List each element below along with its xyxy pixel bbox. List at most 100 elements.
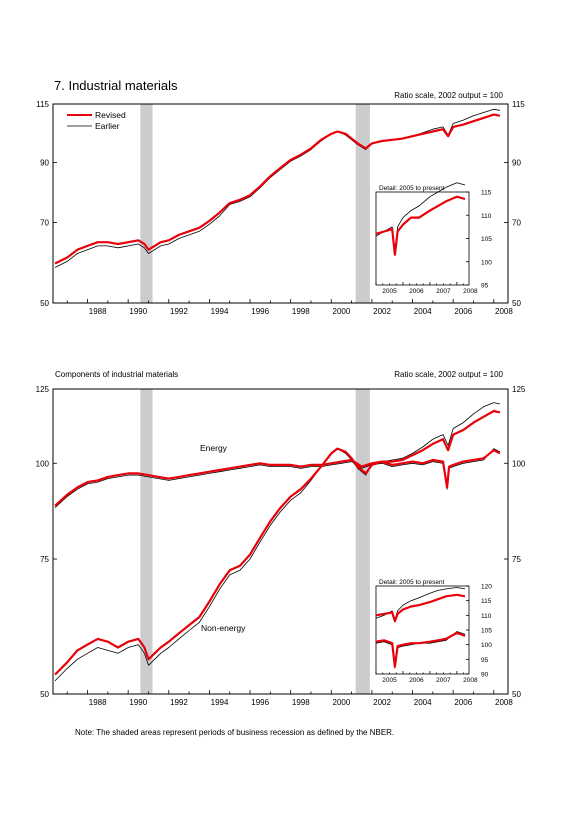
chart1-x-tick-label: 1988 [89, 307, 107, 316]
chart2-x-tick-label: 1994 [211, 698, 229, 707]
chart2-x-tick-label: 1996 [251, 698, 269, 707]
chart1-inset-x-tick-label: 2008 [463, 288, 478, 295]
chart1-inset-series [375, 182, 466, 256]
chart2-inset: Detail: 2005 to present 90 95 100 105 110 115… [375, 579, 492, 684]
chart1-y-tick-label-left: 115 [36, 100, 49, 109]
chart2-y-tick-label-right: 75 [512, 555, 521, 564]
chart2-inset-x-tick-label: 2007 [436, 677, 451, 684]
chart1-inset-y-tick-label: 105 [481, 236, 492, 243]
annotation-energy: Energy [200, 443, 228, 453]
chart1-y-tick-label-right: 115 [512, 100, 525, 109]
chart2-x-tick-label: 2002 [373, 698, 391, 707]
chart1-recession-band [140, 104, 153, 303]
chart1-inset-title: Detail: 2005 to present [379, 185, 445, 192]
chart2-x-tick-label: 2000 [333, 698, 351, 707]
chart1-series [54, 108, 501, 268]
footnote: Note: The shaded areas represent periods… [75, 728, 394, 737]
chart2-plot-frame [52, 388, 509, 695]
chart1-inset-series-earlier [375, 182, 466, 253]
chart2-inset-y-tick-label: 90 [481, 672, 489, 679]
chart2-y-tick-label-left: 75 [40, 555, 49, 564]
chart2-inset-y-tick-label: 100 [481, 642, 492, 649]
chart1-series-revised [54, 113, 501, 265]
chart1-y-tick-label-right: 70 [512, 219, 521, 228]
chart2-inset-x-tick-label: 2006 [409, 677, 424, 684]
chart1-x-tick-label: 2002 [373, 307, 391, 316]
chart2-series-non-energy-earlier [54, 402, 500, 682]
chart1-x-tick-label: 1994 [211, 307, 229, 316]
chart2-y-tick-label-left: 100 [36, 459, 50, 468]
chart1-x-tick-label: 1992 [170, 307, 188, 316]
chart2-series-energy-revised [54, 449, 501, 507]
chart1-inset-y-tick-label: 115 [481, 190, 492, 197]
chart1-x-tick-label: 2000 [333, 307, 351, 316]
chart2-x-ticks: 1988 1990 1992 1994 1996 1998 2000 2002 2004 2006… [66, 690, 513, 707]
chart2-inset-series-non-energy-revised [375, 593, 466, 623]
chart1-inset-x-ticks: 2005 2006 2007 2008 [375, 282, 478, 295]
chart2-x-tick-label: 1998 [292, 698, 310, 707]
annotation-non-energy: Non-energy [201, 623, 246, 633]
chart1-scale-note: Ratio scale, 2002 output = 100 [394, 91, 503, 100]
chart1-inset-x-tick-label: 2006 [409, 288, 424, 295]
chart1-recessions [140, 104, 370, 303]
chart2-inset-series [375, 587, 466, 669]
chart1-inset-frame [375, 191, 470, 286]
legend-earlier-label: Earlier [95, 121, 120, 131]
chart1-inset: Detail: 2005 to present 95 100 105 110 115 2… [375, 182, 492, 295]
chart2-series-energy-earlier [54, 448, 501, 508]
chart2-x-tick-label: 2004 [414, 698, 432, 707]
chart1-y-tick-label-right: 50 [512, 299, 521, 308]
chart2-x-tick-label: 2008 [495, 698, 513, 707]
chart2-recession-band [355, 389, 370, 694]
chart2-inset-x-tick-label: 2005 [382, 677, 397, 684]
chart1-x-ticks: 1988 1990 1992 1994 1996 1998 2000 2002 2004 2006… [66, 299, 513, 316]
chart2-inset-y-tick-label: 120 [481, 584, 492, 591]
chart2-inset-y-tick-label: 105 [481, 628, 492, 635]
chart1-inset-x-tick-label: 2005 [382, 288, 397, 295]
chart2-y-tick-label-right: 100 [512, 459, 526, 468]
chart1-inset-y-tick-label: 110 [481, 213, 492, 220]
chart1-y-ticks: 50 50 70 70 90 90 115 115 [36, 100, 525, 308]
chart2-inset-title: Detail: 2005 to present [379, 579, 445, 586]
chart1-x-tick-label: 1996 [251, 307, 269, 316]
chart2-y-tick-label-left: 50 [40, 690, 49, 699]
chart1-inset-y-tick-label: 100 [481, 259, 492, 266]
chart2-x-tick-label: 2006 [454, 698, 472, 707]
chart2-y-tick-label-right: 125 [512, 385, 526, 394]
chart1-x-tick-label: 2004 [414, 307, 432, 316]
chart2-inset-x-tick-label: 2008 [463, 677, 478, 684]
chart1-y-tick-label-left: 90 [40, 159, 49, 168]
chart1-y-tick-label-left: 50 [40, 299, 49, 308]
chart2-x-tick-label: 1992 [170, 698, 188, 707]
chart2-y-ticks: 50 50 75 75 100 100 125 125 [36, 385, 526, 699]
chart2-subtitle: Components of industrial materials [55, 370, 178, 379]
chart1-x-tick-label: 2006 [454, 307, 472, 316]
chart1-plot-frame [52, 103, 509, 304]
chart2-inset-y-tick-label: 95 [481, 657, 489, 664]
chart1-inset-y-ticks: 95 100 105 110 115 [466, 190, 492, 290]
chart2-y-tick-label-right: 50 [512, 690, 521, 699]
chart1-x-tick-label: 1998 [292, 307, 310, 316]
chart-industrial-materials: Ratio scale, 2002 output = 100 50 50 70 70 9… [36, 91, 525, 316]
chart2-x-tick-label: 1990 [129, 698, 147, 707]
chart1-y-tick-label-left: 70 [40, 219, 49, 228]
page-title: 7. Industrial materials [54, 78, 178, 93]
chart2-series [54, 402, 501, 682]
chart2-scale-note: Ratio scale, 2002 output = 100 [394, 370, 503, 379]
chart2-inset-x-ticks: 2005 2006 2007 2008 [375, 671, 478, 684]
chart2-inset-frame [375, 585, 470, 675]
chart1-inset-y-tick-label: 95 [481, 283, 489, 290]
chart2-inset-series-energy-revised [375, 631, 466, 668]
chart1-legend: Revised Earlier [67, 110, 126, 131]
chart2-recessions [140, 389, 370, 694]
chart-components: Components of industrial materials Ratio… [36, 370, 526, 707]
chart1-inset-series-revised [375, 195, 466, 256]
chart1-x-tick-label: 2008 [495, 307, 513, 316]
chart2-y-tick-label-left: 125 [36, 385, 50, 394]
chart2-x-tick-label: 1988 [89, 698, 107, 707]
chart2-series-non-energy-revised [54, 409, 501, 676]
chart1-recession-band [355, 104, 370, 303]
chart2-inset-y-tick-label: 110 [481, 613, 492, 620]
legend-revised-label: Revised [95, 110, 126, 120]
